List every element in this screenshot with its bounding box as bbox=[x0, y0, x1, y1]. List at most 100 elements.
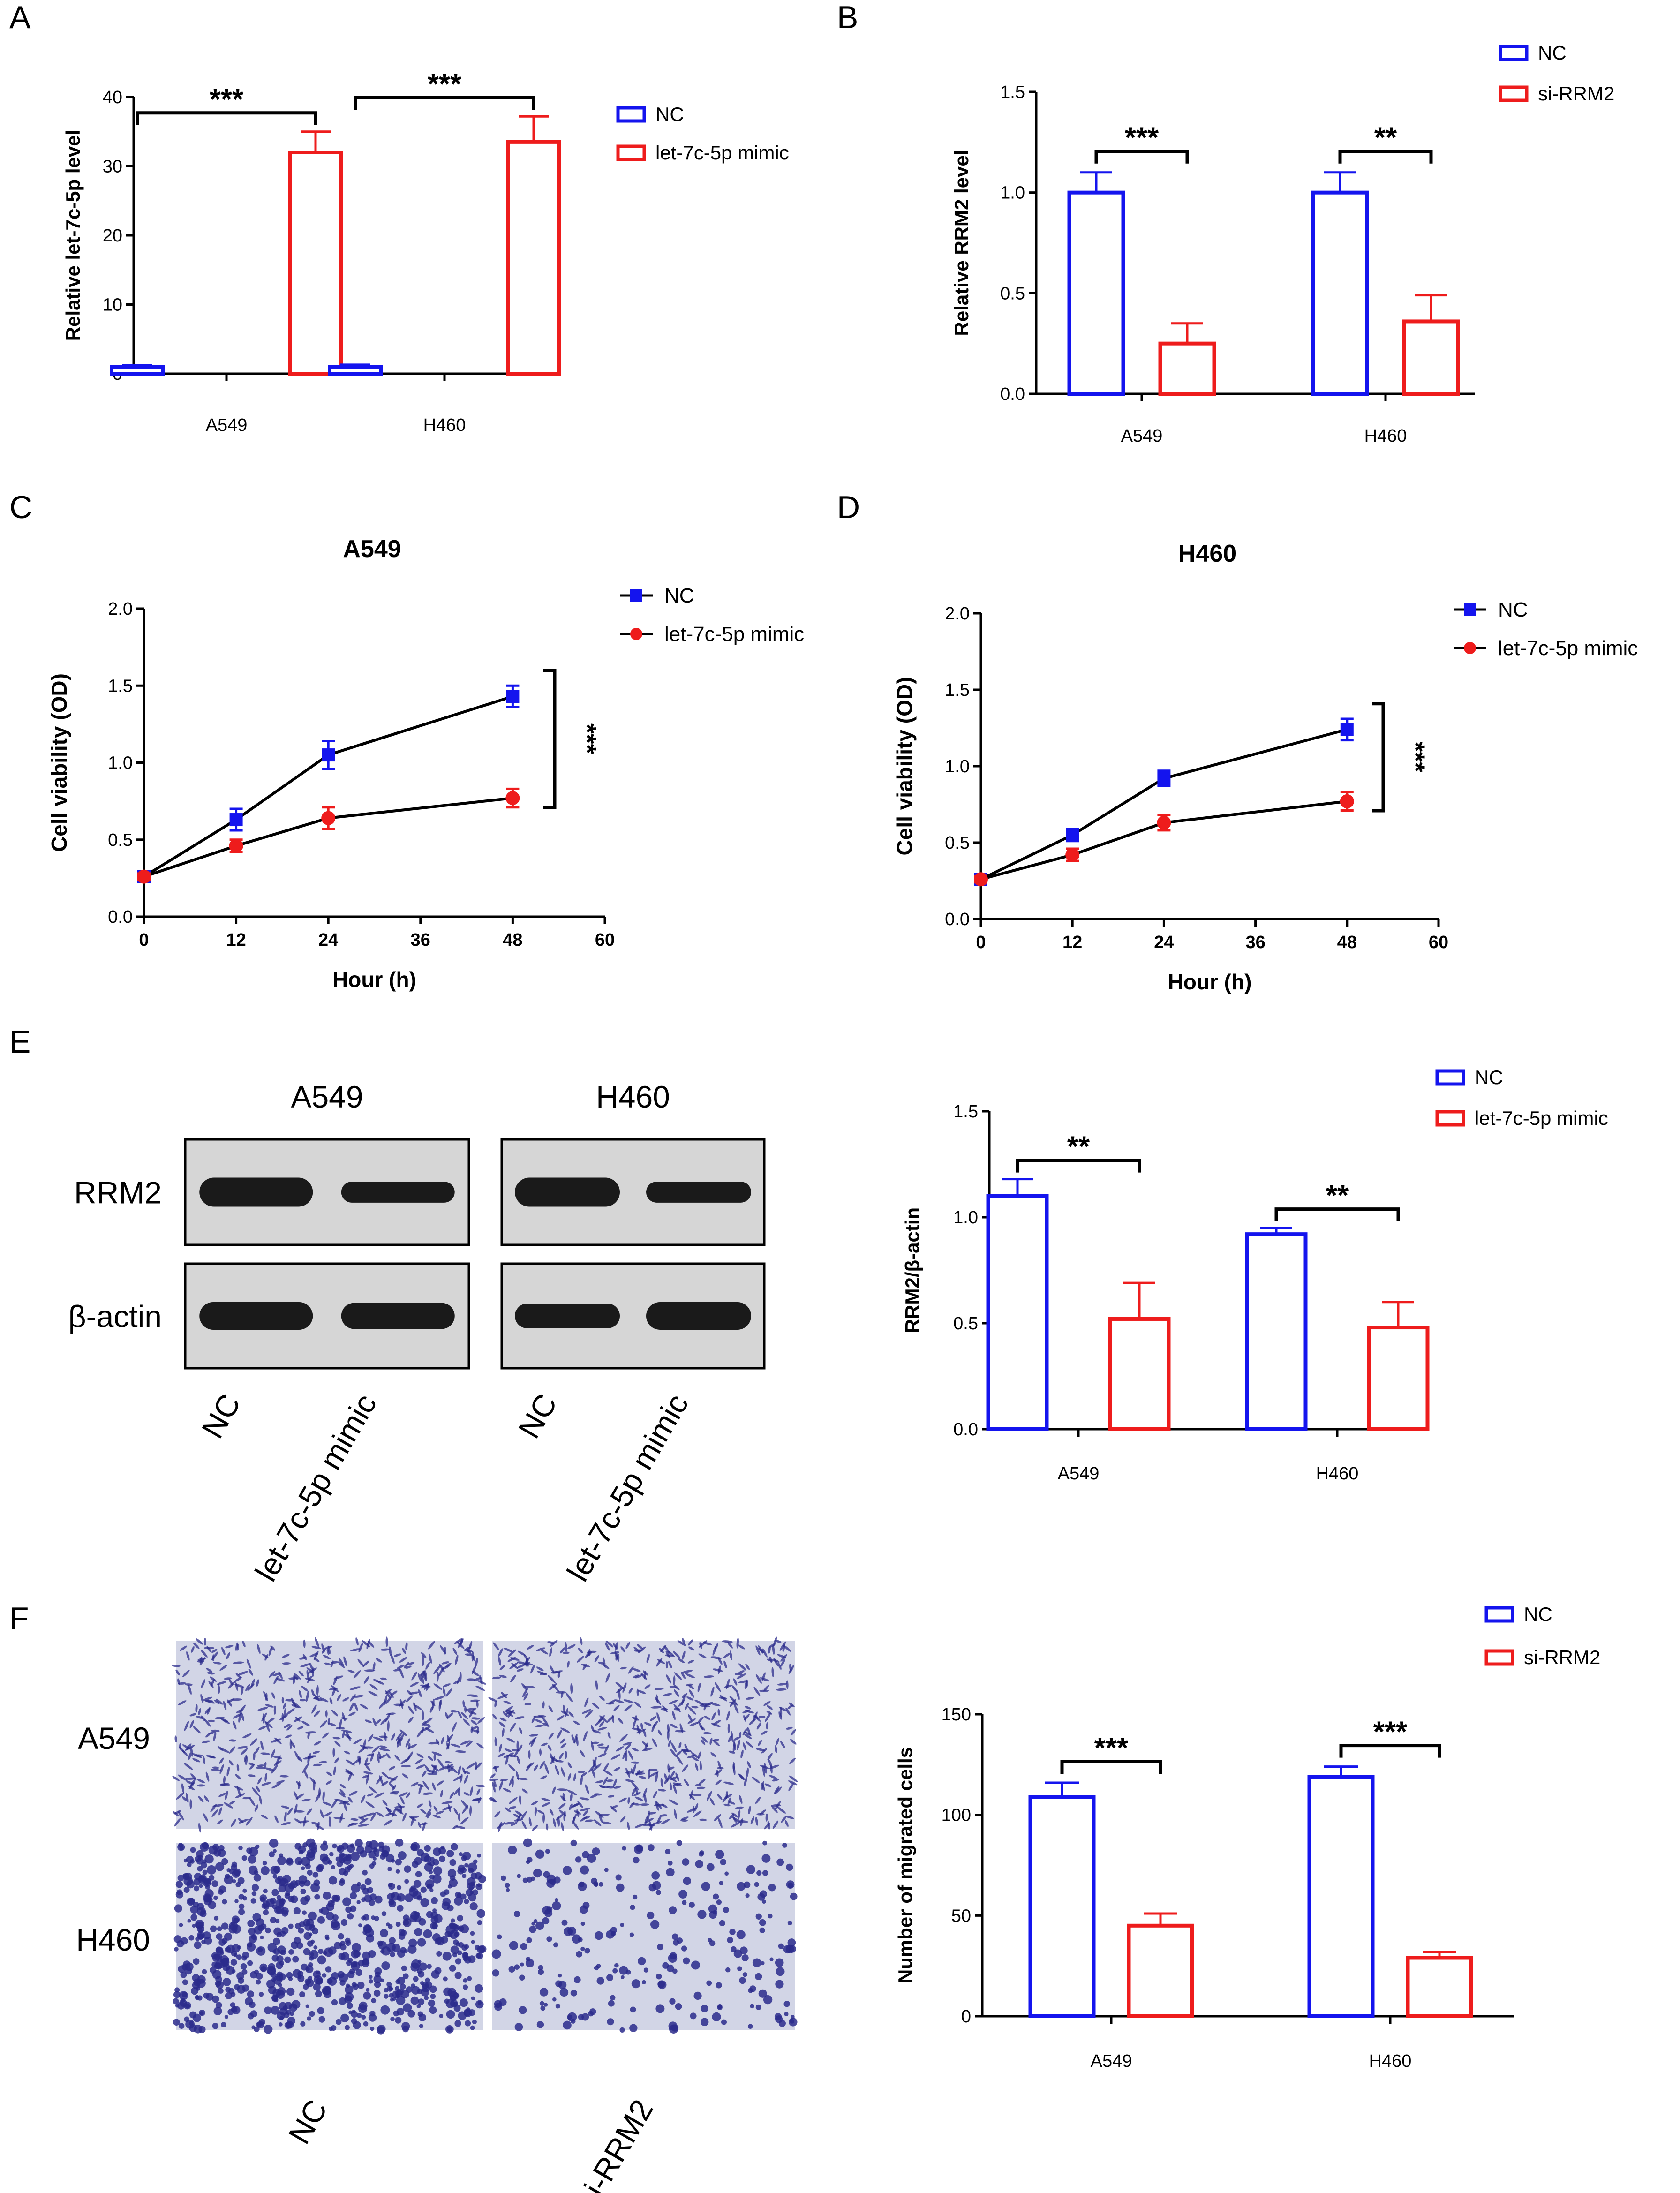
cell-mark bbox=[380, 1949, 385, 1954]
cell-mark bbox=[300, 2021, 306, 2027]
cell-mark bbox=[535, 1725, 544, 1727]
cell-mark bbox=[458, 1765, 461, 1775]
cell-mark bbox=[682, 1650, 686, 1660]
cell-mark bbox=[614, 1963, 619, 1968]
cell-mark bbox=[210, 1967, 217, 1974]
cell-mark bbox=[216, 2002, 222, 2008]
cell-mark bbox=[657, 1944, 663, 1951]
cell-mark bbox=[294, 1843, 301, 1850]
cell-mark bbox=[298, 1849, 304, 1855]
cell-mark bbox=[648, 1884, 656, 1892]
cell-mark bbox=[533, 1919, 538, 1923]
cell-mark bbox=[271, 1738, 281, 1743]
cell-mark bbox=[427, 1772, 438, 1775]
cell-mark bbox=[573, 1720, 580, 1725]
cell-mark bbox=[599, 1715, 608, 1723]
cell-mark bbox=[208, 1719, 215, 1722]
cell-mark bbox=[313, 1945, 318, 1950]
cell-mark bbox=[368, 1691, 378, 1697]
cell-mark bbox=[533, 1715, 543, 1718]
cell-mark bbox=[342, 1897, 351, 1907]
cell-mark bbox=[727, 1937, 733, 1944]
cell-mark bbox=[597, 1727, 607, 1731]
cell-mark bbox=[526, 1957, 531, 1962]
cell-mark bbox=[241, 1712, 244, 1721]
cell-mark bbox=[255, 1747, 260, 1754]
cell-mark bbox=[764, 1783, 772, 1787]
cell-mark bbox=[472, 2019, 477, 2025]
cell-mark bbox=[373, 1990, 381, 1997]
cell-mark bbox=[650, 1716, 657, 1721]
cell-mark bbox=[676, 1756, 683, 1765]
cell-mark bbox=[411, 1671, 417, 1681]
data-point bbox=[974, 872, 988, 887]
bar bbox=[506, 140, 561, 376]
cell-mark bbox=[786, 1680, 789, 1689]
cell-mark bbox=[445, 1688, 453, 1697]
cell-mark bbox=[420, 1852, 430, 1862]
cell-mark bbox=[236, 1643, 239, 1651]
cell-mark bbox=[422, 1792, 433, 1795]
cell-mark bbox=[683, 1749, 692, 1752]
cell-mark bbox=[322, 1732, 329, 1739]
cell-mark bbox=[643, 1967, 649, 1973]
y-tick-label: 0.5 bbox=[108, 830, 133, 850]
cell-mark bbox=[674, 1689, 679, 1697]
cell-mark bbox=[256, 1679, 259, 1687]
cell-mark bbox=[269, 1851, 275, 1858]
cell-mark bbox=[636, 1770, 640, 1776]
cell-mark bbox=[279, 1775, 289, 1778]
cell-mark bbox=[174, 1947, 179, 1952]
cell-mark bbox=[238, 1903, 245, 1910]
cell-mark bbox=[401, 1965, 407, 1971]
cell-mark bbox=[776, 1806, 786, 1814]
cell-mark bbox=[420, 1898, 429, 1907]
cell-mark bbox=[768, 1914, 773, 1919]
legend-label: NC bbox=[664, 584, 694, 607]
cell-mark bbox=[598, 1661, 605, 1665]
cell-mark bbox=[613, 1778, 618, 1787]
series-line bbox=[980, 728, 1348, 881]
cell-mark bbox=[743, 1715, 746, 1722]
cell-mark bbox=[680, 1819, 688, 1822]
cell-mark bbox=[707, 1702, 713, 1705]
cell-mark bbox=[433, 1683, 442, 1690]
cell-mark bbox=[301, 1721, 310, 1726]
cell-mark bbox=[278, 1671, 283, 1679]
blot-column-label: H460 bbox=[596, 1079, 670, 1114]
cell-mark bbox=[319, 1761, 327, 1763]
y-axis-label: Relative let-7c-5p level bbox=[62, 130, 84, 341]
cell-mark bbox=[346, 1759, 355, 1766]
cell-mark bbox=[582, 1709, 591, 1714]
cell-mark bbox=[260, 1752, 271, 1755]
cell-mark bbox=[235, 1774, 241, 1780]
cell-mark bbox=[269, 1839, 279, 1848]
cell-mark bbox=[398, 1851, 407, 1860]
cell-mark bbox=[380, 1929, 388, 1937]
cell-mark bbox=[665, 1661, 668, 1669]
cell-mark bbox=[776, 1688, 787, 1691]
cell-mark bbox=[432, 1933, 441, 1942]
cell-mark bbox=[317, 1864, 324, 1871]
cell-mark bbox=[759, 1919, 766, 1926]
cell-mark bbox=[491, 1949, 501, 1959]
cell-mark bbox=[377, 1754, 380, 1763]
cell-mark bbox=[263, 1691, 268, 1701]
cell-mark bbox=[517, 1874, 521, 1878]
cell-mark bbox=[712, 1668, 723, 1672]
cell-mark bbox=[471, 1651, 474, 1662]
cell-mark bbox=[769, 1656, 772, 1663]
cell-mark bbox=[391, 1733, 395, 1741]
cell-mark bbox=[761, 1899, 766, 1904]
cell-mark bbox=[441, 1661, 449, 1665]
cell-mark bbox=[789, 1757, 796, 1764]
cell-mark bbox=[781, 1816, 787, 1823]
cell-mark bbox=[272, 1874, 277, 1879]
cell-mark bbox=[263, 1888, 268, 1893]
cell-mark bbox=[539, 2001, 545, 2006]
cell-mark bbox=[405, 1642, 408, 1650]
cell-mark bbox=[723, 1803, 731, 1807]
cell-mark bbox=[688, 1714, 693, 1721]
cell-mark bbox=[502, 1728, 505, 1737]
cell-mark bbox=[218, 1939, 226, 1946]
